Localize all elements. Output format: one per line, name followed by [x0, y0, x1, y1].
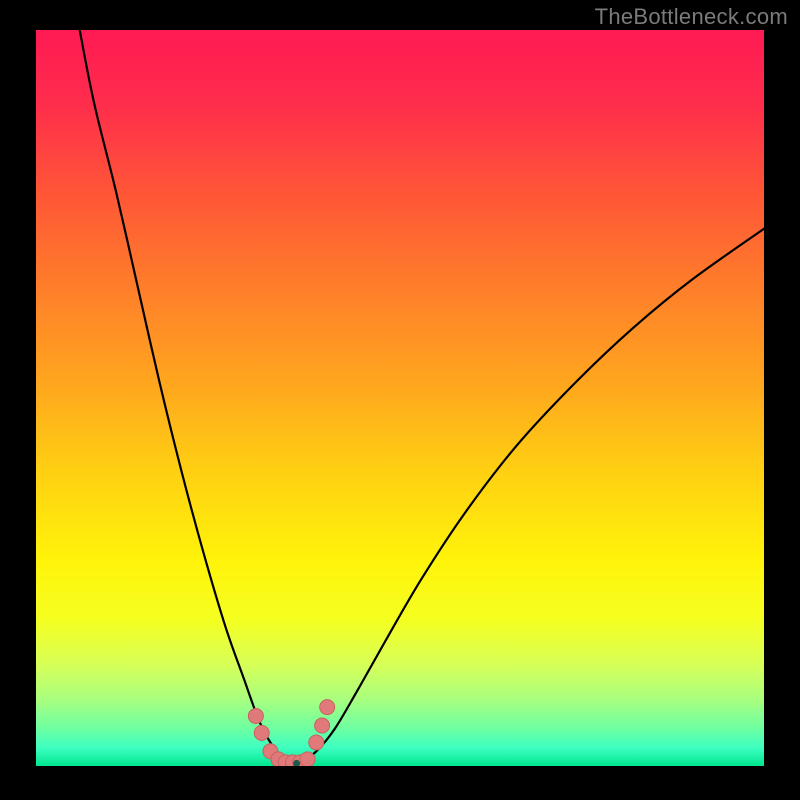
marker-dot	[320, 700, 335, 715]
marker-dot	[315, 718, 330, 733]
marker-cluster	[248, 700, 334, 766]
curve-left-branch	[80, 30, 291, 763]
watermark-text: TheBottleneck.com	[595, 4, 788, 30]
curve-right-branch	[291, 229, 764, 763]
marker-dot	[309, 735, 324, 750]
chart-container: TheBottleneck.com	[0, 0, 800, 800]
plot-area	[36, 30, 764, 766]
marker-dot	[254, 725, 269, 740]
curve-layer	[36, 30, 764, 766]
marker-dot	[248, 708, 263, 723]
marker-dot	[300, 752, 315, 766]
